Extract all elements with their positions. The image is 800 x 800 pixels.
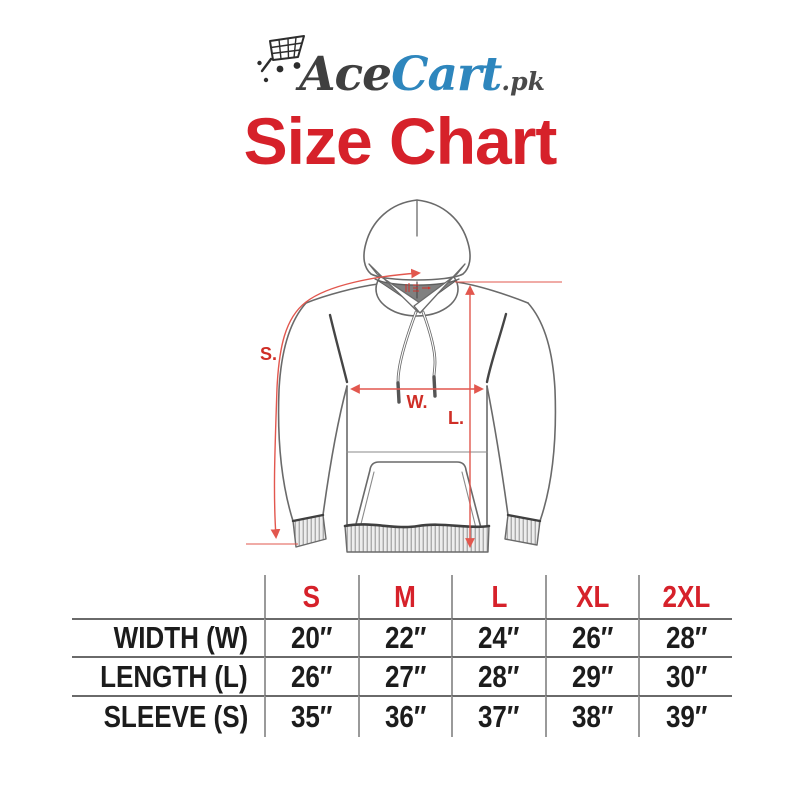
brand-logo: Ace Cart .pk — [0, 32, 800, 98]
row-label-width: WIDTH (W) — [72, 618, 264, 656]
row-label-length: LENGTH (L) — [72, 656, 264, 695]
brand-text-domain: .pk — [501, 67, 545, 96]
sleeve-value-s: 35″ — [264, 695, 358, 737]
width-value-xl: 26″ — [544, 618, 639, 656]
sleeve-value-m: 36″ — [357, 695, 452, 737]
sleeve-value-2xl: 39″ — [638, 695, 732, 737]
sleeve-measure-line — [270, 268, 421, 539]
size-table-corner — [72, 575, 264, 618]
hoodie-measurement-diagram: S. W. L. — [230, 190, 570, 570]
shoulder-left — [305, 283, 379, 304]
length-value-s: 26″ — [264, 656, 358, 695]
shopping-cart-icon — [257, 35, 306, 83]
raglan-seam-left — [328, 313, 349, 384]
width-value-s: 20″ — [264, 618, 358, 656]
measurement-lines — [246, 268, 562, 548]
width-value-2xl: 28″ — [638, 618, 732, 656]
sleeve-value-xl: 38″ — [544, 695, 639, 737]
length-value-m: 27″ — [357, 656, 452, 695]
size-col-header-2xl: 2XL — [638, 575, 732, 618]
sleeve-right — [486, 302, 557, 522]
length-value-l: 28″ — [451, 656, 545, 695]
size-table: S M L XL 2XL WIDTH (W) 20″ 22″ 24″ 26″ 2… — [72, 575, 732, 737]
sleeve-left — [277, 302, 348, 522]
drawstring-left — [396, 310, 418, 384]
size-col-header-xl: XL — [544, 575, 639, 618]
width-value-l: 24″ — [451, 618, 545, 656]
page-title: Size Chart — [243, 104, 558, 178]
sleeve-measure-label: S. — [260, 344, 277, 364]
drawstring-right-core — [422, 311, 436, 377]
raglan-seam-right — [485, 312, 508, 384]
pocket-inner-lines — [359, 471, 477, 529]
size-col-header-l: L — [451, 575, 545, 618]
hoodie-drawing: S. W. L. — [246, 199, 562, 553]
sleeve-value-l: 37″ — [451, 695, 545, 737]
length-value-2xl: 30″ — [638, 656, 732, 695]
row-label-sleeve: SLEEVE (S) — [72, 695, 264, 737]
hem-band — [344, 523, 490, 553]
size-col-header-s: S — [264, 575, 358, 618]
size-col-header-m: M — [357, 575, 452, 618]
shoulder-right — [455, 281, 529, 304]
width-value-m: 22″ — [357, 618, 452, 656]
drawstring-left-aglet — [396, 381, 401, 404]
length-value-xl: 29″ — [544, 656, 639, 695]
drawstring-right-aglet — [432, 375, 437, 398]
cuff-right-top-edge — [506, 513, 542, 523]
brand-text-cart: Cart — [391, 47, 502, 102]
length-measure-label: L. — [448, 408, 464, 428]
brand-text-ace: Ace — [299, 47, 392, 102]
width-measure-label: W. — [407, 392, 428, 412]
